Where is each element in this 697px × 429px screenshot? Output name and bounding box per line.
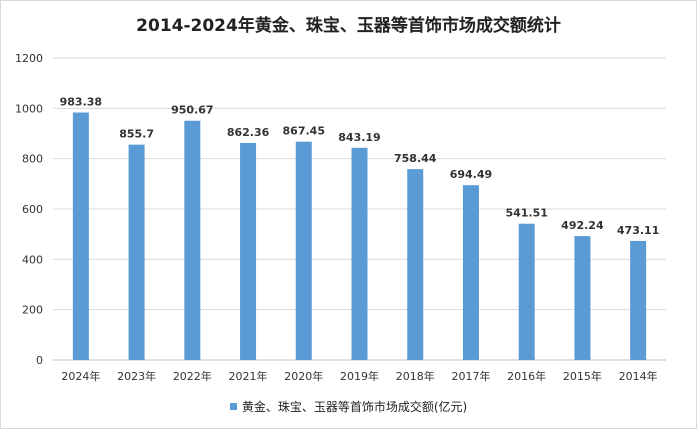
legend: 黄金、珠宝、玉器等首饰市场成交额(亿元) xyxy=(1,398,696,415)
data-label: 758.44 xyxy=(394,152,437,165)
y-tick-label: 200 xyxy=(22,304,43,317)
y-tick-label: 400 xyxy=(22,253,43,266)
data-label: 862.36 xyxy=(227,126,270,139)
bar xyxy=(407,169,424,360)
bar xyxy=(184,120,201,360)
x-tick-label: 2024年 xyxy=(61,369,100,383)
bar xyxy=(351,147,368,360)
y-tick-label: 0 xyxy=(36,354,43,367)
x-tick-label: 2022年 xyxy=(173,369,212,383)
data-label: 473.11 xyxy=(617,224,659,237)
data-label: 950.67 xyxy=(171,104,213,117)
data-label: 867.45 xyxy=(283,125,325,138)
y-tick-label: 1000 xyxy=(15,102,43,115)
bar xyxy=(518,223,535,360)
data-label: 694.49 xyxy=(450,168,492,181)
bar xyxy=(72,112,89,360)
data-label: 492.24 xyxy=(561,219,604,232)
x-tick-label: 2017年 xyxy=(451,369,490,383)
bar xyxy=(462,185,479,360)
legend-swatch xyxy=(229,403,237,410)
bar xyxy=(240,142,257,360)
x-tick-label: 2015年 xyxy=(563,369,602,383)
x-tick-label: 2016年 xyxy=(507,369,546,383)
x-tick-label: 2018年 xyxy=(396,369,435,383)
x-tick-label: 2023年 xyxy=(117,369,156,383)
bar xyxy=(574,236,591,360)
data-label: 855.7 xyxy=(119,128,154,141)
data-label: 843.19 xyxy=(338,131,380,144)
bar xyxy=(128,144,145,360)
bar xyxy=(295,141,312,360)
y-tick-label: 600 xyxy=(22,203,43,216)
x-tick-label: 2019年 xyxy=(340,369,379,383)
legend-label: 黄金、珠宝、玉器等首饰市场成交额(亿元) xyxy=(241,400,468,414)
x-tick-label: 2014年 xyxy=(619,369,658,383)
x-tick-label: 2021年 xyxy=(229,369,268,383)
data-label: 983.38 xyxy=(60,96,102,109)
y-tick-label: 800 xyxy=(22,153,43,166)
y-tick-label: 1200 xyxy=(15,52,43,65)
data-label: 541.51 xyxy=(505,207,547,220)
chart-title: 2014-2024年黄金、珠宝、玉器等首饰市场成交额统计 xyxy=(136,16,561,36)
x-tick-label: 2020年 xyxy=(284,369,323,383)
bar xyxy=(630,240,647,360)
